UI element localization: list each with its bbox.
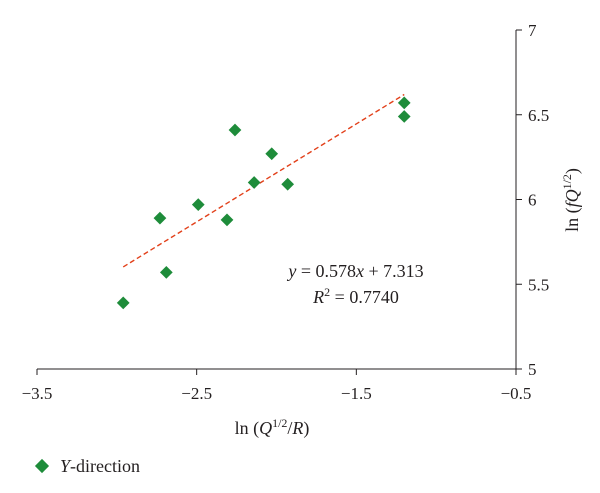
y-tick-label: 5.5 bbox=[528, 275, 549, 294]
trendline bbox=[122, 93, 405, 268]
x-tick-label: −3.5 bbox=[22, 384, 53, 403]
tick-marks bbox=[36, 29, 522, 375]
y-tick-label: 5 bbox=[528, 360, 537, 379]
data-point bbox=[220, 213, 234, 227]
data-point bbox=[247, 176, 261, 189]
x-tick-label: −2.5 bbox=[181, 384, 212, 403]
y-tick-label: 6 bbox=[528, 191, 537, 210]
x-tick-label: −0.5 bbox=[501, 384, 532, 403]
data-point bbox=[153, 211, 167, 225]
data-point bbox=[191, 198, 205, 211]
axes bbox=[37, 30, 517, 370]
r-squared-text: R2 = 0.7740 bbox=[312, 285, 399, 307]
data-point bbox=[265, 147, 279, 161]
y-tick-label: 7 bbox=[528, 21, 537, 40]
data-point bbox=[159, 266, 173, 279]
y-tick-label: 6.5 bbox=[528, 106, 549, 125]
tick-labels: −3.5 −2.5 −1.5 −0.5 5 5.5 6 6.5 7 bbox=[22, 21, 550, 403]
x-tick-label: −1.5 bbox=[341, 384, 372, 403]
legend-label: Y-direction bbox=[60, 456, 140, 476]
data-point bbox=[397, 110, 411, 123]
y-axis-label: ln (fQ1/2) bbox=[560, 168, 583, 232]
data-points bbox=[116, 96, 411, 310]
x-axis-label: ln (Q1/2/R) bbox=[235, 416, 310, 439]
legend: Y-direction bbox=[34, 456, 140, 476]
data-point bbox=[228, 123, 242, 137]
regression-equation: y = 0.578x + 7.313 bbox=[286, 261, 423, 281]
data-point bbox=[397, 96, 411, 110]
legend-diamond-icon bbox=[34, 458, 50, 474]
data-point bbox=[116, 296, 130, 310]
data-point bbox=[281, 177, 295, 191]
